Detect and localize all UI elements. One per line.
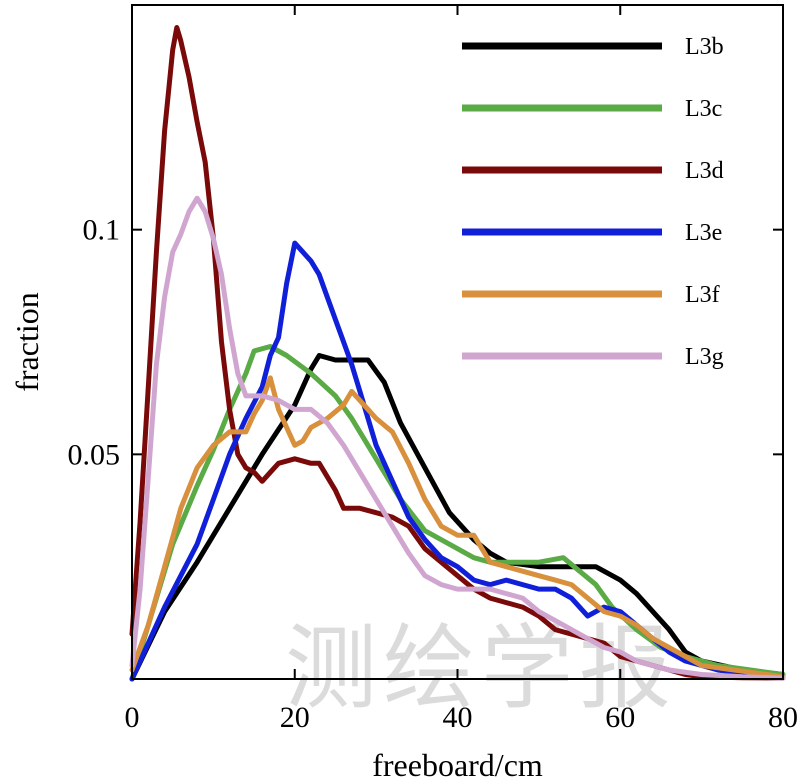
legend-label-L3f: L3f — [685, 282, 720, 308]
series-line-L3b — [129, 353, 786, 682]
legend-label-L3b: L3b — [685, 34, 724, 60]
legend: L3b L3c L3d L3e L3f L3g — [462, 34, 724, 370]
series-line-L3c — [129, 344, 786, 682]
legend-label-L3g: L3g — [685, 344, 724, 370]
x-tick-label: 40 — [443, 701, 473, 734]
series-line-L3e — [129, 240, 786, 682]
x-tick-label: 20 — [280, 701, 310, 734]
series-line-L3d — [129, 25, 786, 681]
x-tick-label: 80 — [768, 701, 798, 734]
y-tick-label: 0.1 — [83, 214, 121, 247]
ticks-layer: 0 20 40 60 80 0.05 0.1 — [68, 5, 798, 734]
series-layer — [129, 25, 786, 682]
legend-label-L3d: L3d — [685, 158, 724, 184]
x-tick-label: 60 — [605, 701, 635, 734]
watermark-text: 测绘学报 — [285, 615, 677, 722]
legend-label-L3c: L3c — [685, 96, 722, 122]
x-axis-label: freeboard/cm — [372, 747, 543, 781]
y-axis-label: fraction — [9, 292, 45, 392]
legend-label-L3e: L3e — [685, 220, 722, 246]
series-line-L3g — [129, 195, 786, 681]
series-line-L3f — [129, 375, 786, 680]
x-tick-label: 0 — [125, 701, 140, 734]
y-tick-label: 0.05 — [68, 438, 121, 471]
